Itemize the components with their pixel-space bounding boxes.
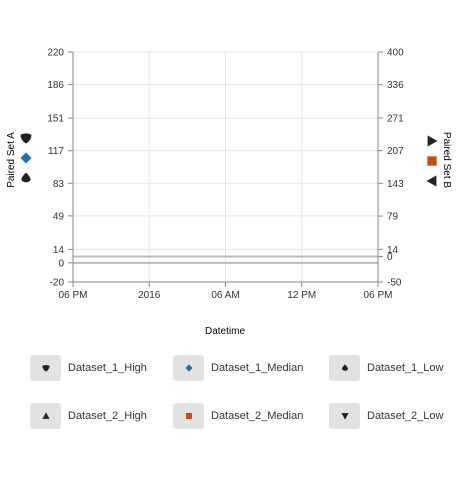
right-axis-ticks: 400 336 271 207 143 79 140 -50 xyxy=(378,48,404,289)
right-axis-title: Paired Set B xyxy=(441,132,452,188)
legend-label: Dataset_2_High xyxy=(68,410,147,422)
shield-icon xyxy=(41,364,50,372)
right-tick-label: 336 xyxy=(387,80,404,91)
legend-swatch xyxy=(30,403,61,429)
legend-swatch xyxy=(30,355,61,381)
diamond-icon xyxy=(20,152,32,164)
triangle-right-icon xyxy=(427,135,438,147)
left-tick-label: 14 xyxy=(53,245,65,256)
shield-icon xyxy=(20,133,32,144)
right-tick-label: 14 xyxy=(387,245,399,256)
left-tick-label: 117 xyxy=(48,146,64,157)
drop-icon xyxy=(341,364,348,371)
triangle-up-icon xyxy=(41,412,50,419)
legend-item[interactable]: Dataset_2_Median xyxy=(173,403,303,429)
right-tick-label: -50 xyxy=(387,278,402,289)
right-axis-series-key xyxy=(426,135,438,187)
square-icon xyxy=(185,412,192,420)
left-axis-title: Paired Set A xyxy=(6,132,17,188)
drop-icon xyxy=(21,172,31,183)
triangle-left-icon xyxy=(426,175,437,187)
left-axis-series-key xyxy=(20,133,32,183)
x-tick-label: 06 PM xyxy=(59,290,88,301)
left-tick-label: 151 xyxy=(47,114,64,125)
x-tick-label: 06 AM xyxy=(211,290,239,301)
x-tick-label: 06 PM xyxy=(364,290,393,301)
legend-swatch xyxy=(329,355,360,381)
diamond-icon xyxy=(184,364,193,372)
right-tick-label: 271 xyxy=(387,113,404,124)
left-tick-label: 186 xyxy=(47,80,64,91)
left-tick-label: 0 xyxy=(58,258,64,269)
right-tick-label: 79 xyxy=(387,212,399,223)
legend-label: Dataset_1_Median xyxy=(211,362,304,374)
legend-swatch xyxy=(173,403,204,429)
legend-item[interactable]: Dataset_1_Median xyxy=(173,355,303,381)
zero-lines xyxy=(73,255,378,264)
right-tick-label: 207 xyxy=(387,146,404,157)
legend-label: Dataset_2_Low xyxy=(367,410,444,422)
right-tick-label: 400 xyxy=(387,48,404,59)
triangle-down-icon xyxy=(340,413,349,420)
x-tick-label: 12 PM xyxy=(287,290,316,301)
left-tick-label: 49 xyxy=(53,211,65,222)
x-axis-title: Datetime xyxy=(205,326,245,337)
square-icon xyxy=(427,156,437,166)
legend-item[interactable]: Dataset_1_High xyxy=(30,355,147,381)
legend-label: Dataset_2_Median xyxy=(211,410,304,422)
grid xyxy=(72,51,379,283)
legend-item[interactable]: Dataset_2_Low xyxy=(329,403,443,429)
legend-label: Dataset_1_High xyxy=(68,362,147,374)
right-tick-label: 143 xyxy=(387,179,404,190)
legend-swatch xyxy=(173,355,204,381)
legend-label: Dataset_1_Low xyxy=(367,362,444,374)
left-tick-label: -20 xyxy=(50,278,65,289)
x-axis-ticks: 06 PM 2016 06 AM 12 PM 06 PM xyxy=(59,282,393,301)
left-axis-ticks: 220 186 151 117 83 49 14 0 -20 xyxy=(47,48,73,289)
legend-item[interactable]: Dataset_2_High xyxy=(30,403,147,429)
legend-item[interactable]: Dataset_1_Low xyxy=(329,355,443,381)
legend-swatch xyxy=(329,403,360,429)
left-tick-label: 83 xyxy=(53,179,65,190)
left-tick-label: 220 xyxy=(47,48,64,59)
x-tick-label: 2016 xyxy=(138,290,161,301)
right-tick-label: 0 xyxy=(387,252,393,263)
